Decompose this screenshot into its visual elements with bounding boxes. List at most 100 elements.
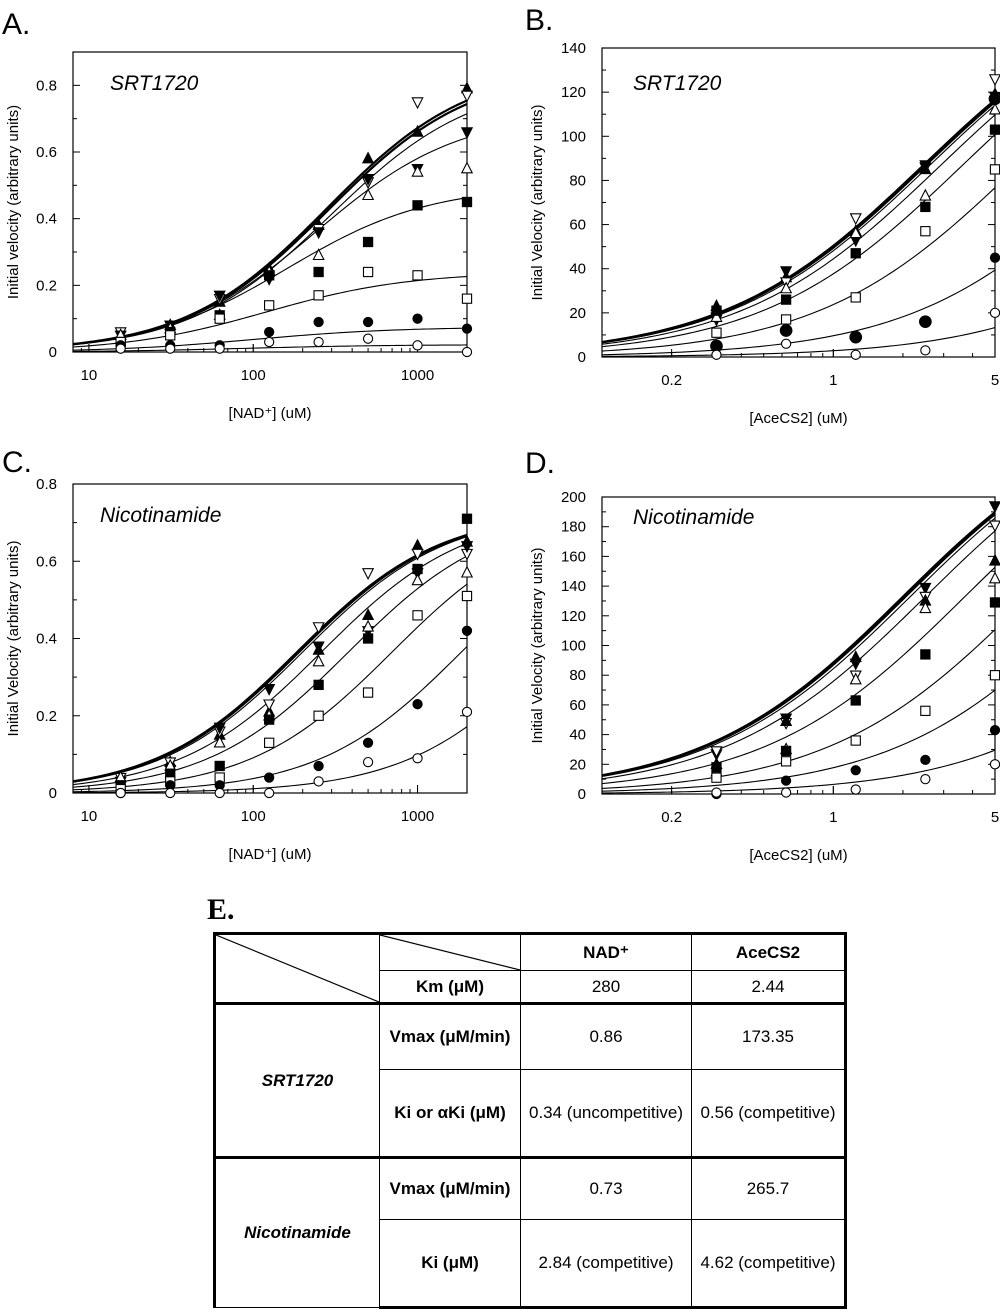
data-point [920,201,931,213]
y-tick-label: 120 [561,608,586,625]
data-point [850,349,861,360]
data-point [920,226,931,237]
data-point [362,333,374,344]
x-axis-label: [AceCS2] (uM) [749,847,847,864]
data-point [780,338,792,349]
fit-curves [602,99,995,357]
data-point [989,124,1000,135]
fit-curve-8 [602,749,995,794]
data-point [461,323,473,334]
data-point [312,641,325,654]
y-tick-label: 0 [49,785,57,802]
y-tick-label: 0.4 [36,211,57,228]
nicotinamide-ki-acecs2: 4.62 (competitive) [691,1219,847,1309]
data-point [361,188,375,201]
data-point [988,520,1000,533]
data-point [312,248,325,261]
data-point [780,294,792,305]
y-tick-label: 60 [569,697,586,714]
data-point [214,343,225,354]
data-point [988,571,1000,584]
data-point [988,92,1000,106]
data-point [313,760,324,772]
data-point [165,343,176,354]
panel-c: 10 100 1000 0 0.2 0.4 0.6 0.8C. Nicotinamide [NAD… [2,446,474,863]
data-point [849,672,862,685]
data-point [850,331,861,343]
data-point [780,714,793,726]
header-corner-cell [379,932,521,971]
srt1720-ki-nad: 0.34 (uncompetitive) [520,1069,692,1158]
srt1720-ki-param: Ki or αKi (μM) [379,1069,521,1158]
data-point [411,97,424,110]
data-point [461,196,473,208]
data-point [849,650,862,663]
data-point [264,787,275,799]
fit-curves [73,533,467,793]
data-point [361,151,375,164]
nicotinamide-vmax-nad: 0.73 [520,1156,692,1220]
data-point [710,746,723,759]
y-axis-label: Initial Velocity (arbitrary units) [529,548,546,744]
y-tick-label: 0.2 [36,277,57,294]
y-tick-label: 160 [561,548,586,565]
data-point [412,270,423,281]
data-point [362,266,374,278]
data-point [461,625,473,636]
data-point [312,227,325,240]
y-tick-label: 120 [561,84,586,101]
data-point [989,724,1000,736]
y-tick-label: 40 [569,727,586,744]
col-header-nad: NAD⁺ [520,932,692,971]
data-point [780,775,792,786]
series-1 [114,81,474,341]
y-tick-label: 20 [569,305,586,322]
fit-curve-4 [602,114,995,345]
data-point [313,710,324,721]
plot-title: SRT1720 [110,72,199,95]
data-point [850,765,861,776]
data-point [264,326,275,338]
x-tick-label: 5 [991,372,999,389]
panel-label: A. [2,8,30,41]
data-point [411,164,424,177]
data-point [460,127,474,140]
data-point [213,290,226,303]
data-point [165,330,176,341]
x-tick-label: 1000 [401,808,434,825]
data-point [780,314,792,325]
data-point [361,568,375,581]
series-1 [710,87,1000,311]
data-point [461,513,473,524]
data-point [361,608,375,621]
data-point [988,501,1000,514]
x-tick-label: 1 [829,809,837,826]
y-tick-label: 140 [561,40,586,57]
data-point [312,654,325,667]
fit-curve-6 [602,629,995,789]
series-8 [115,706,473,799]
y-tick-label: 200 [561,489,586,506]
fit-curve-3 [602,517,995,778]
x-tick-label: 1 [829,372,837,389]
data-point [165,787,176,799]
data-point [920,316,931,327]
srt1720-ki-acecs2: 0.56 (competitive) [691,1069,847,1158]
fit-curve-6 [73,275,467,348]
data-point [412,699,423,710]
y-tick-label: 20 [569,756,586,773]
data-point [115,787,126,799]
series-8 [115,333,473,358]
data-point [989,252,1000,263]
nicotinamide-vmax-acecs2: 265.7 [691,1156,847,1220]
data-point [849,213,862,226]
data-point [920,649,931,660]
y-tick-label: 0.6 [36,144,57,161]
data-point [362,236,374,248]
data-point [919,601,932,614]
data-point [989,164,1000,175]
fit-curve-8 [73,344,467,352]
data-point [850,695,861,706]
data-point [362,687,374,698]
